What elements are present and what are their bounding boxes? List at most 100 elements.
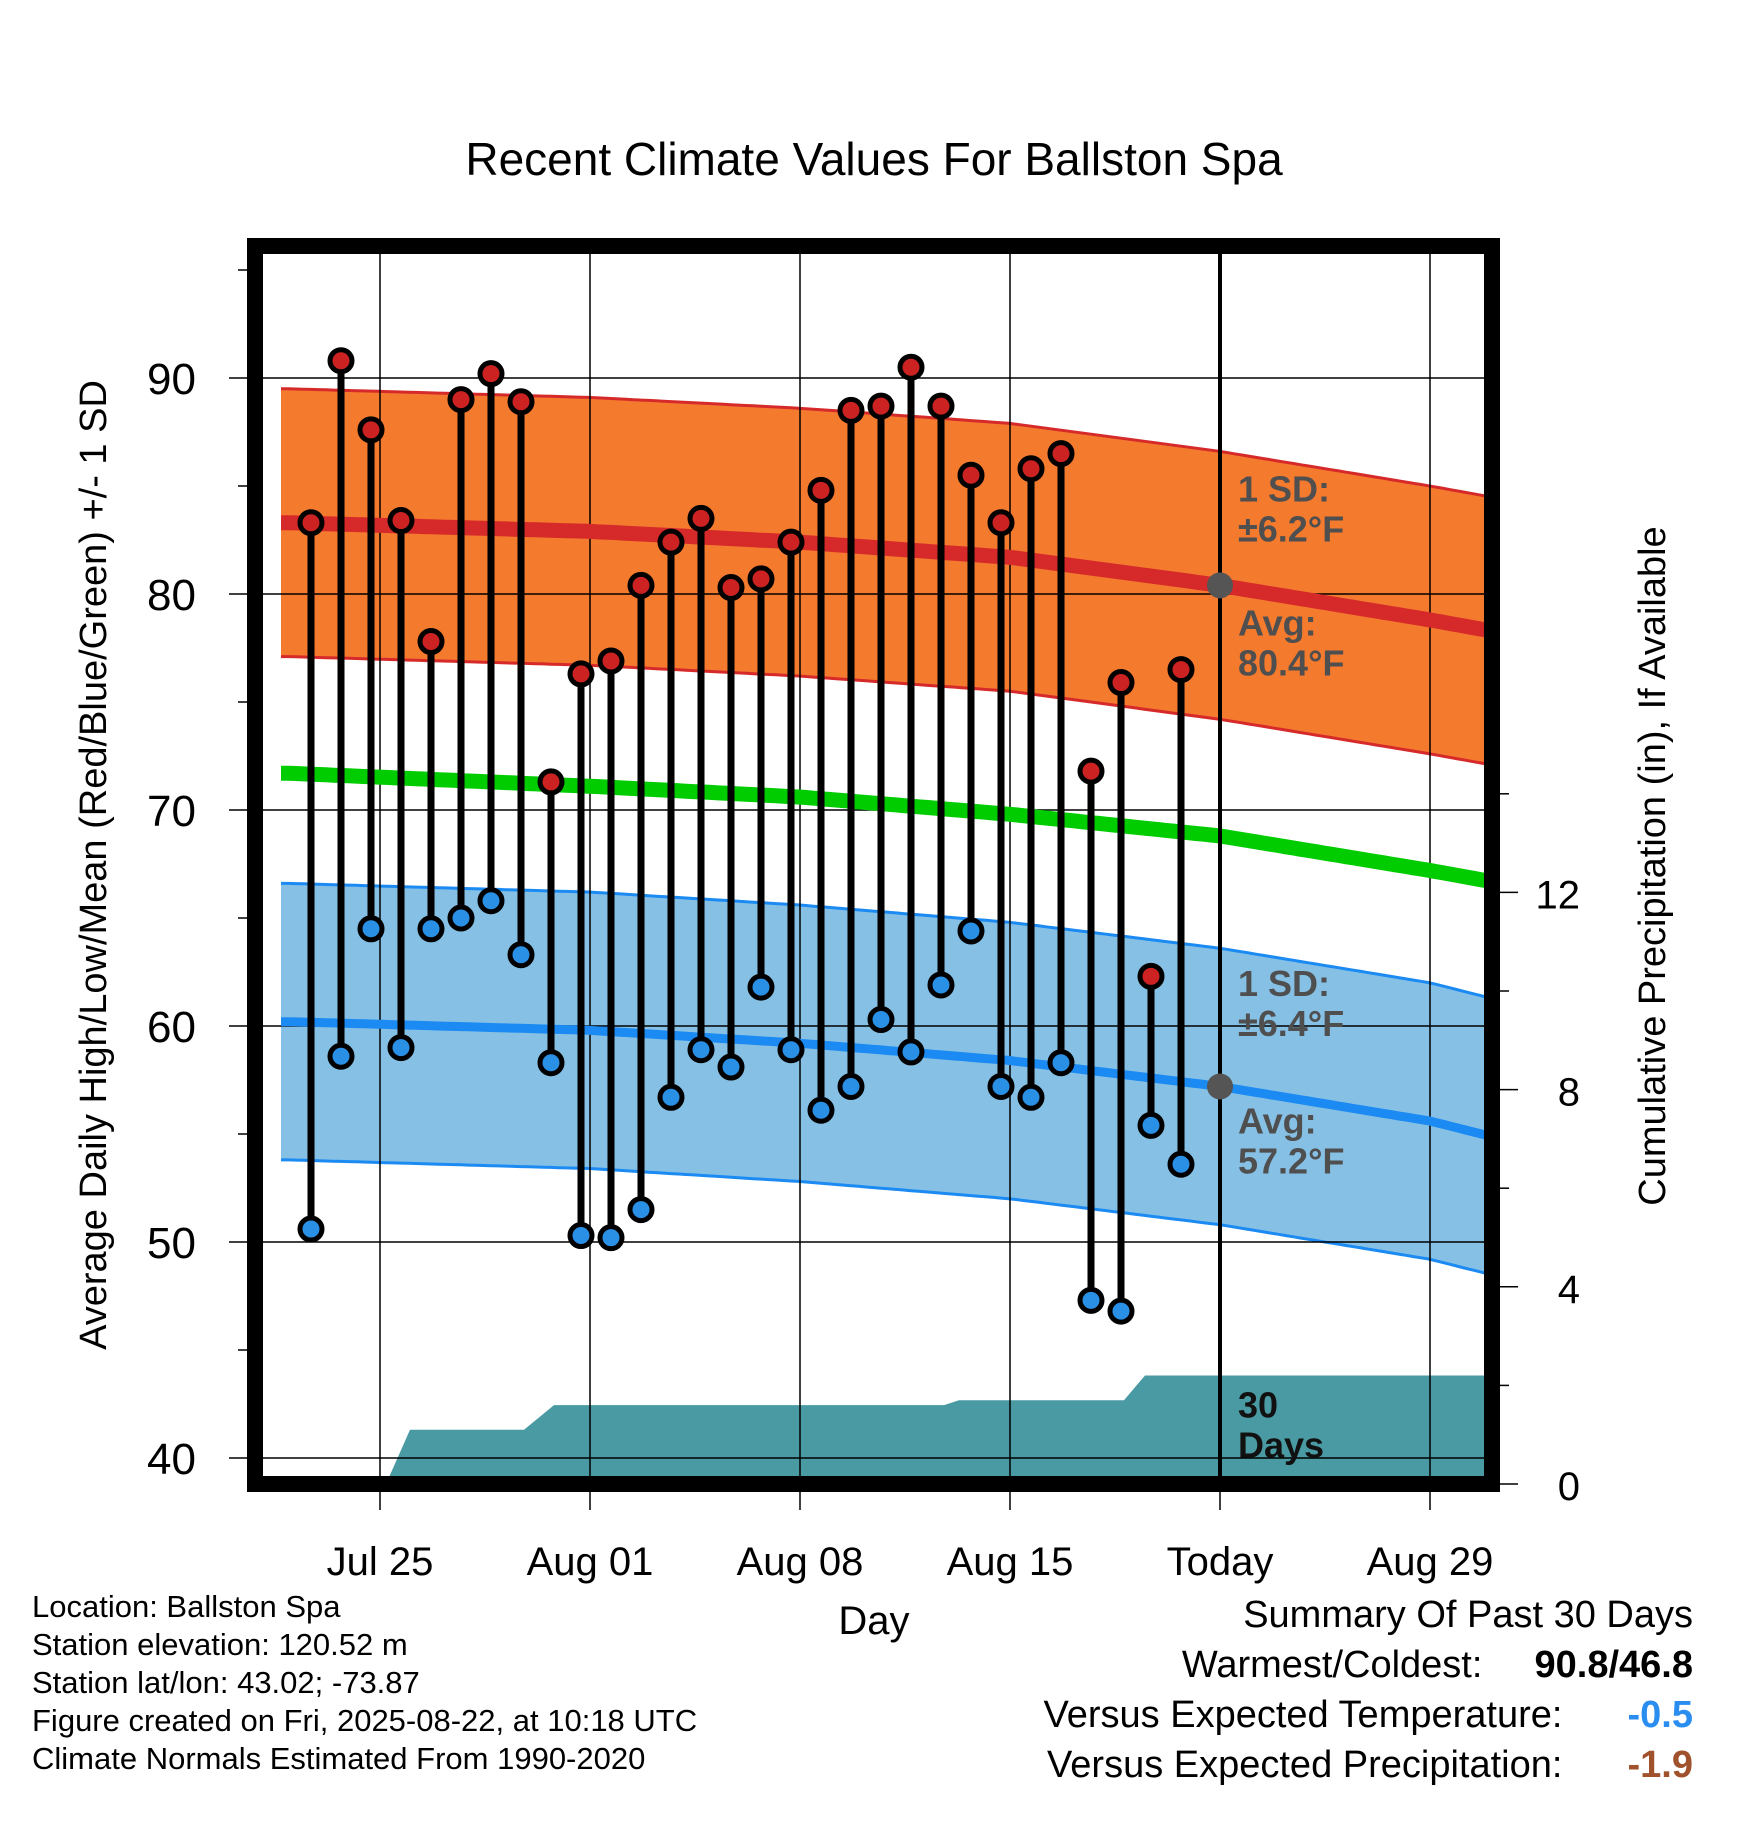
summary-panel: Summary Of Past 30 Days Warmest/Coldest:… xyxy=(793,1590,1693,1790)
annotation-high-avg-line: Avg: xyxy=(1238,602,1317,643)
annotation-low-sd-line: 1 SD: xyxy=(1238,963,1330,1004)
annotation-low-avg-line: Avg: xyxy=(1238,1100,1317,1141)
daily-high-point xyxy=(657,528,685,556)
location-text: Location: Ballston Spa xyxy=(32,1589,341,1624)
daily-high-point xyxy=(1047,440,1075,468)
normal-high-line xyxy=(281,515,1490,638)
daily-low-point xyxy=(747,973,775,1001)
daily-low-point xyxy=(627,1196,655,1224)
y2-axis-label: Cumulative Precipitation (in), If Availa… xyxy=(1632,526,1674,1205)
avg-high-marker xyxy=(1207,572,1233,599)
daily-high-point xyxy=(537,768,565,796)
daily-low-point xyxy=(597,1224,625,1252)
y-tick-label: 50 xyxy=(147,1219,196,1268)
daily-low-point xyxy=(1107,1297,1135,1325)
daily-low-point xyxy=(1137,1111,1165,1139)
y2-tick-label: 12 xyxy=(1536,873,1581,917)
daily-high-point xyxy=(837,396,865,424)
daily-low-point xyxy=(327,1042,355,1070)
warmest-label: Warmest/Coldest: xyxy=(1181,1644,1483,1686)
daily-low-point xyxy=(777,1036,805,1064)
daily-high-point xyxy=(897,353,925,381)
daily-high-point xyxy=(1077,757,1105,785)
x-tick-label: Aug 29 xyxy=(1367,1540,1494,1584)
daily-high-point xyxy=(957,461,985,489)
daily-low-point xyxy=(1047,1049,1075,1077)
x-tick-label: Aug 01 xyxy=(527,1540,654,1584)
annotation-high-avg-line: 80.4°F xyxy=(1238,642,1344,683)
daily-high-point xyxy=(507,388,535,416)
annotation-low-avg-line: 57.2°F xyxy=(1238,1140,1344,1181)
created-text: Figure created on Fri, 2025-08-22, at 10… xyxy=(32,1703,698,1738)
daily-low-point xyxy=(357,915,385,943)
y-axis-label: Average Daily High/Low/Mean (Red/Blue/Gr… xyxy=(73,380,115,1350)
x-tick-label: Aug 15 xyxy=(947,1540,1074,1584)
daily-high-point xyxy=(387,507,415,535)
station-info: Location: Ballston Spa Station elevation… xyxy=(32,1588,697,1778)
daily-high-point xyxy=(1017,455,1045,483)
daily-high-point xyxy=(807,476,835,504)
y-tick-label: 60 xyxy=(147,1003,196,1052)
y-tick-label: 70 xyxy=(147,787,196,836)
low-sd-band xyxy=(281,883,1489,1274)
low-sd-lower-edge xyxy=(281,1158,1489,1276)
elevation-text: Station elevation: 120.52 m xyxy=(32,1627,408,1662)
precip-area xyxy=(281,1375,1490,1484)
chart-title: Recent Climate Values For Ballston Spa xyxy=(465,133,1283,185)
daily-low-point xyxy=(1167,1150,1195,1178)
x-tick-label: Jul 25 xyxy=(327,1540,434,1584)
low-sd-upper-edge xyxy=(281,881,1489,999)
y-tick-label: 40 xyxy=(147,1435,196,1484)
daily-high-point xyxy=(477,360,505,388)
daily-low-point xyxy=(807,1096,835,1124)
daily-low-point xyxy=(387,1034,415,1062)
annotation-low-sd-line: ±6.4°F xyxy=(1238,1003,1344,1044)
y2-tick-label: 4 xyxy=(1558,1268,1580,1312)
daily-high-point xyxy=(1137,962,1165,990)
daily-high-point xyxy=(627,571,655,599)
daily-high-point xyxy=(447,386,475,414)
daily-low-point xyxy=(417,915,445,943)
daily-low-point xyxy=(537,1049,565,1077)
daily-low-point xyxy=(477,887,505,915)
daily-high-point xyxy=(297,509,325,537)
daily-low-point xyxy=(657,1083,685,1111)
daily-high-point xyxy=(567,660,595,688)
precip-label: Versus Expected Precipitation: xyxy=(1047,1744,1563,1786)
daily-high-point xyxy=(1107,669,1135,697)
y-tick-label: 90 xyxy=(147,355,196,404)
y-tick-label: 80 xyxy=(147,571,196,620)
daily-low-point xyxy=(837,1072,865,1100)
daily-high-point xyxy=(687,504,715,532)
annotation-precip-line: Days xyxy=(1238,1425,1324,1466)
y2-tick-label: 8 xyxy=(1558,1071,1580,1115)
daily-high-point xyxy=(357,416,385,444)
daily-low-point xyxy=(297,1215,325,1243)
summary-precip-row: Versus Expected Precipitation: -1.9 xyxy=(793,1740,1693,1790)
daily-low-point xyxy=(867,1006,895,1034)
daily-high-point xyxy=(867,392,895,420)
precip-value: -1.9 xyxy=(1627,1744,1693,1786)
daily-low-point xyxy=(987,1072,1015,1100)
daily-high-point xyxy=(1167,656,1195,684)
daily-high-point xyxy=(717,574,745,602)
daily-low-point xyxy=(957,917,985,945)
daily-high-point xyxy=(927,392,955,420)
plot-frame xyxy=(247,238,1500,1492)
temp-label: Versus Expected Temperature: xyxy=(1043,1694,1563,1736)
daily-low-point xyxy=(687,1036,715,1064)
normal-mean-line xyxy=(281,765,1490,889)
latlon-text: Station lat/lon: 43.02; -73.87 xyxy=(32,1665,420,1700)
summary-title: Summary Of Past 30 Days xyxy=(1243,1594,1693,1636)
daily-low-point xyxy=(567,1222,595,1250)
temp-value: -0.5 xyxy=(1627,1694,1693,1736)
x-tick-label: Aug 08 xyxy=(737,1540,864,1584)
daily-high-point xyxy=(747,565,775,593)
daily-low-point xyxy=(1077,1286,1105,1314)
y2-tick-label: 0 xyxy=(1558,1465,1580,1509)
daily-high-point xyxy=(417,628,445,656)
summary-temp-row: Versus Expected Temperature: -0.5 xyxy=(793,1690,1693,1740)
annotation-high-sd-line: ±6.2°F xyxy=(1238,508,1344,549)
